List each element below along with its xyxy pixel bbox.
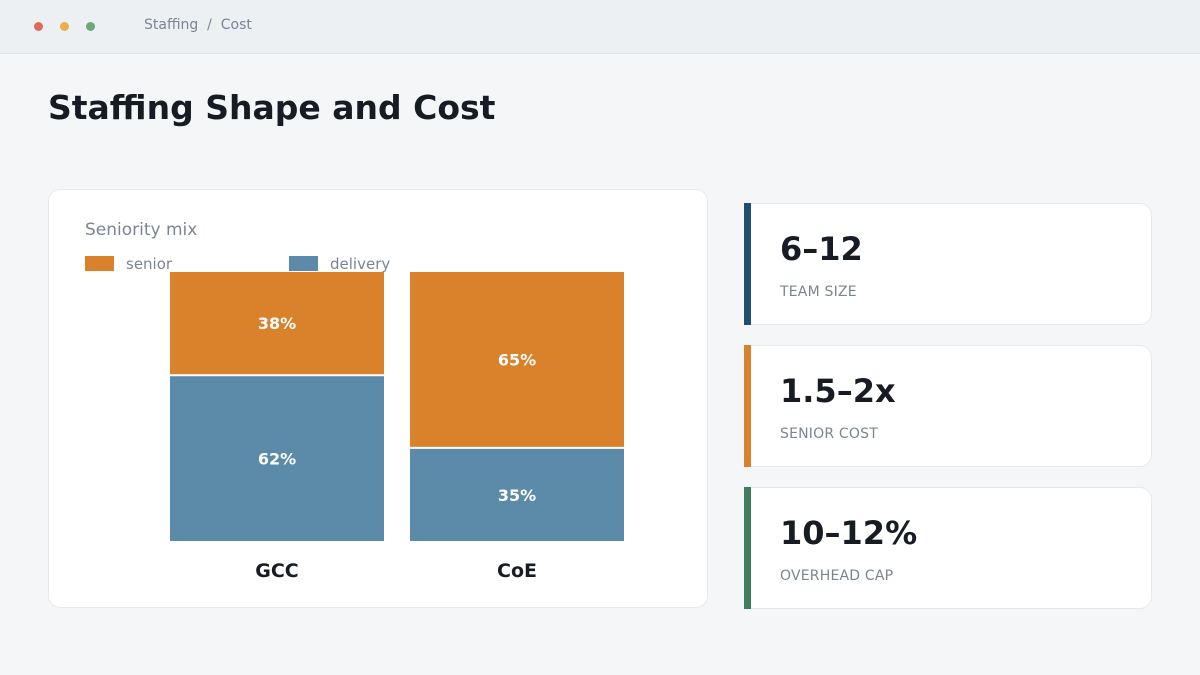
chart-title: Seniority mix: [85, 220, 197, 240]
bar-gcc-delivery: [170, 376, 384, 541]
stat-card-senior-cost: 1.5–2x SENIOR COST: [744, 345, 1152, 467]
window-titlebar: Staffing / Cost: [0, 0, 1200, 54]
maximize-window-icon[interactable]: [86, 22, 95, 31]
x-tick-label-coe: CoE: [497, 560, 537, 582]
data-label-coe-delivery: 35%: [498, 486, 536, 505]
legend-label-delivery: delivery: [330, 255, 390, 273]
stat-label: OVERHEAD CAP: [780, 568, 894, 584]
stat-value: 6–12: [780, 230, 863, 268]
stat-accent-bar: [744, 487, 751, 609]
stat-accent-bar: [744, 203, 751, 325]
data-label-gcc-delivery: 62%: [258, 450, 296, 469]
bar-coe-senior: [410, 272, 624, 447]
seniority-mix-chart-card: Seniority mix senior delivery 62% 38% GCC 35% 6…: [48, 189, 708, 608]
stacked-bar-chart: Seniority mix senior delivery 62% 38% GCC 35% 6…: [85, 220, 624, 582]
x-tick-label-gcc: GCC: [255, 560, 298, 582]
minimize-window-icon[interactable]: [60, 22, 69, 31]
stat-label: SENIOR COST: [780, 426, 878, 442]
data-label-gcc-senior: 38%: [258, 314, 296, 333]
data-label-coe-senior: 65%: [498, 350, 536, 369]
legend-label-senior: senior: [126, 255, 173, 273]
legend-swatch-senior: [85, 256, 114, 271]
stat-label: TEAM SIZE: [780, 284, 857, 300]
bar-gcc-senior: [170, 272, 384, 375]
stat-card-team-size: 6–12 TEAM SIZE: [744, 203, 1152, 325]
stat-value: 1.5–2x: [780, 372, 896, 410]
stat-accent-bar: [744, 345, 751, 467]
breadcrumb: Staffing / Cost: [144, 17, 252, 33]
stat-card-overhead-cap: 10–12% OVERHEAD CAP: [744, 487, 1152, 609]
page-title: Staffing Shape and Cost: [48, 88, 496, 127]
stat-value: 10–12%: [780, 514, 918, 552]
legend-swatch-delivery: [289, 256, 318, 271]
bar-coe-delivery: [410, 448, 624, 541]
close-window-icon[interactable]: [34, 22, 43, 31]
